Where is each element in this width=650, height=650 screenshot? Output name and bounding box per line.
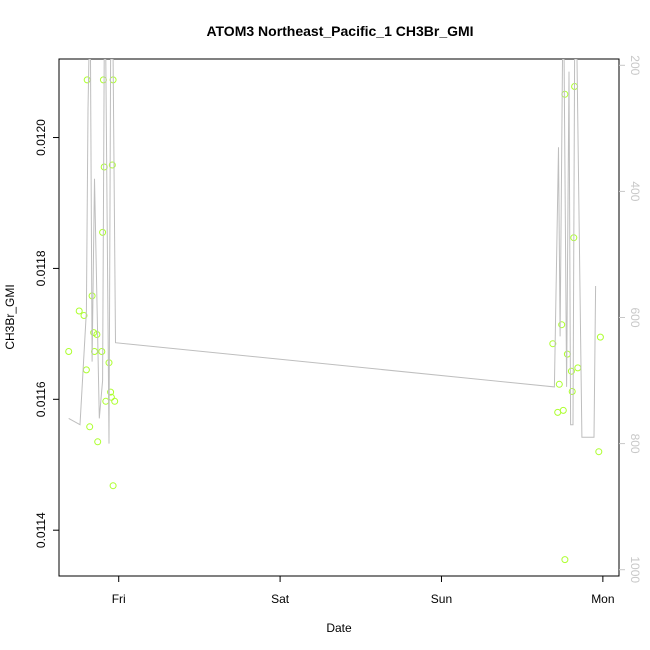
data-point <box>568 388 576 395</box>
x-tick-label: Mon <box>591 592 614 606</box>
x-axis: Fri Sat Sun Mon <box>112 576 615 606</box>
data-point <box>596 333 604 341</box>
data-point <box>80 312 88 319</box>
data-point <box>65 348 73 355</box>
data-point <box>93 331 101 338</box>
data-point <box>100 163 108 171</box>
y2-tick-label: 400 <box>628 181 642 201</box>
data-point <box>554 408 562 416</box>
data-point <box>107 388 115 396</box>
chart-title: ATOM3 Northeast_Pacific_1 CH3Br_GMI <box>206 23 473 39</box>
plot-area-frame <box>58 58 620 577</box>
data-point <box>99 228 107 236</box>
data-point <box>75 307 83 315</box>
series-layer <box>65 59 604 564</box>
x-tick-label: Fri <box>112 592 126 606</box>
y-tick-label: 0.0114 <box>34 512 48 548</box>
data-point <box>595 448 603 456</box>
data-point <box>574 364 582 372</box>
data-point <box>563 350 571 358</box>
y-axis-label: CH3Br_GMI <box>3 284 17 349</box>
data-point <box>555 380 563 388</box>
data-point <box>111 397 119 405</box>
data-point <box>109 482 117 490</box>
secondary-y-axis: 200 400 600 800 1000 <box>619 55 642 583</box>
x-axis-label: Date <box>326 621 352 635</box>
y2-tick-label: 800 <box>628 434 642 454</box>
data-point <box>94 438 102 446</box>
data-point <box>561 90 569 98</box>
data-point <box>549 340 557 348</box>
y-axis: 0.0114 0.0116 0.0118 0.0120 <box>34 119 59 548</box>
data-point <box>567 367 575 375</box>
x-tick-label: Sun <box>431 592 452 606</box>
data-point <box>558 321 566 329</box>
x-tick-label: Sat <box>271 592 290 606</box>
y-tick-label: 0.0120 <box>34 119 48 156</box>
data-point <box>559 406 567 414</box>
pressure-line <box>68 59 597 444</box>
data-point <box>82 366 90 374</box>
y2-tick-label: 1000 <box>628 556 642 583</box>
y-tick-label: 0.0116 <box>34 381 48 417</box>
data-point <box>86 423 94 431</box>
y-tick-label: 0.0118 <box>34 250 48 286</box>
data-point <box>83 76 91 84</box>
y2-tick-label: 200 <box>628 55 642 75</box>
data-point <box>561 556 569 564</box>
y2-tick-label: 600 <box>628 307 642 327</box>
data-point <box>108 161 116 169</box>
data-point <box>98 348 106 355</box>
data-point <box>102 397 110 405</box>
